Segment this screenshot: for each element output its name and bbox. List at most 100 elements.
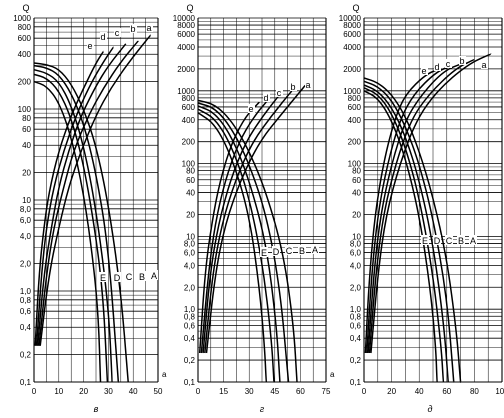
curve-label-bg xyxy=(248,104,255,113)
curve-label-bg xyxy=(99,272,107,282)
curve-label-bg xyxy=(298,245,306,255)
curve-label-bg xyxy=(146,23,153,32)
curve-label-bg xyxy=(114,28,121,37)
rising-curve-label: a xyxy=(146,23,151,33)
y-tick-label: 600 xyxy=(18,34,32,43)
y-tick-label: 10 xyxy=(352,232,361,241)
y-tick-label: 400 xyxy=(182,116,196,125)
falling-curve-A xyxy=(363,77,462,383)
curve-label-bg xyxy=(421,235,429,245)
rising-curve-c xyxy=(36,43,127,346)
curve-label-bg xyxy=(100,32,107,41)
y-tick-label: 8,0 xyxy=(350,239,362,248)
falling-curve-label: C xyxy=(286,246,293,256)
y-tick-label: 0,2 xyxy=(350,356,362,365)
falling-curve-label: C xyxy=(446,236,453,246)
rising-curve-label: d xyxy=(434,62,439,72)
rising-curve-label: b xyxy=(459,56,464,66)
curve-label-bg xyxy=(113,272,121,282)
y-tick-label: 600 xyxy=(348,103,362,112)
y-tick-label: 0,8 xyxy=(20,296,32,305)
curve-label-bg xyxy=(481,60,488,69)
y-tick-label: 1,0 xyxy=(20,287,32,296)
y-tick-label: 800 xyxy=(348,94,362,103)
y-tick-label: 4,0 xyxy=(350,261,362,270)
y-tick-label: 2,0 xyxy=(184,283,196,292)
y-tick-label: 0,4 xyxy=(350,334,362,343)
y-tick-label: 0,1 xyxy=(184,378,196,387)
falling-curve-label: E xyxy=(100,273,106,283)
falling-curve-label: B xyxy=(458,236,464,246)
y-tick-label: 1000 xyxy=(177,87,195,96)
curve-label-bg xyxy=(272,246,280,256)
curve-label-bg xyxy=(445,59,452,68)
y-tick-label: 200 xyxy=(18,78,32,87)
y-tick-label: 0,2 xyxy=(184,356,196,365)
rising-curve-label: e xyxy=(421,66,426,76)
y-tick-label: 4,0 xyxy=(20,232,32,241)
falling-curve-label: A xyxy=(151,271,157,281)
y-tick-label: 0,6 xyxy=(20,307,32,316)
falling-curve-label: D xyxy=(434,236,441,246)
rising-curve-label: d xyxy=(263,93,268,103)
curve-label-bg xyxy=(434,62,441,71)
y-tick-label: 0,6 xyxy=(350,321,362,330)
falling-curve-D xyxy=(33,73,109,383)
y-tick-label: 20 xyxy=(22,169,31,178)
x-axis-label: a xyxy=(330,370,335,379)
curve-label-bg xyxy=(457,235,465,245)
x-tick-label: 0 xyxy=(196,387,201,396)
falling-curve-A xyxy=(33,62,129,383)
rising-curve-label: b xyxy=(130,24,135,34)
curve-label-bg xyxy=(433,235,441,245)
y-tick-label: 60 xyxy=(186,176,195,185)
y-tick-label: 100 xyxy=(182,160,196,169)
y-axis-label: Q xyxy=(352,3,359,13)
falling-curve-label: D xyxy=(273,247,280,257)
curve-label-bg xyxy=(263,93,270,102)
falling-curve-B xyxy=(197,102,290,383)
y-tick-label: 0,6 xyxy=(184,321,196,330)
y-tick-label: 6,0 xyxy=(20,216,32,225)
y-tick-label: 60 xyxy=(352,176,361,185)
y-tick-label: 60 xyxy=(22,125,31,134)
y-tick-label: 4,0 xyxy=(184,261,196,270)
y-tick-label: 6,0 xyxy=(184,249,196,258)
x-axis-label: a xyxy=(162,370,167,379)
y-tick-label: 10000 xyxy=(339,14,362,23)
curve-label-bg xyxy=(150,270,158,280)
curve-label-bg xyxy=(138,271,146,281)
rising-curve-d xyxy=(200,97,271,354)
chart-panel-1: 100080060040020010080604020108,06,04,02,… xyxy=(13,3,167,414)
curve-label-bg xyxy=(125,271,133,281)
falling-curve-label: E xyxy=(422,236,428,246)
falling-curve-E xyxy=(197,112,268,383)
y-axis-label: Q xyxy=(22,3,29,13)
x-tick-label: 30 xyxy=(245,387,254,396)
rising-curve-label: c xyxy=(446,59,451,69)
falling-curve-A xyxy=(197,99,298,383)
curve-label-bg xyxy=(260,247,268,257)
rising-curve-a xyxy=(370,53,492,354)
y-tick-label: 2000 xyxy=(177,65,195,74)
y-tick-label: 1,0 xyxy=(350,305,362,314)
curve-label-bg xyxy=(87,41,94,50)
falling-curve-B xyxy=(363,80,455,383)
rising-curve-label: d xyxy=(100,32,105,42)
y-tick-label: 0,1 xyxy=(20,378,32,387)
y-tick-label: 200 xyxy=(348,138,362,147)
y-tick-label: 800 xyxy=(182,94,196,103)
panel-caption: в xyxy=(94,404,99,414)
y-tick-label: 4000 xyxy=(177,43,195,52)
falling-curve-C xyxy=(197,105,281,383)
falling-curve-D xyxy=(197,108,275,383)
x-tick-label: 30 xyxy=(104,387,113,396)
curve-label-bg xyxy=(290,82,297,91)
x-tick-label: 60 xyxy=(296,387,305,396)
falling-curve-E xyxy=(33,80,102,383)
y-tick-label: 80 xyxy=(22,114,31,123)
curve-label-bg xyxy=(130,24,137,33)
y-tick-label: 4000 xyxy=(343,43,361,52)
rising-curve-d xyxy=(366,65,452,354)
